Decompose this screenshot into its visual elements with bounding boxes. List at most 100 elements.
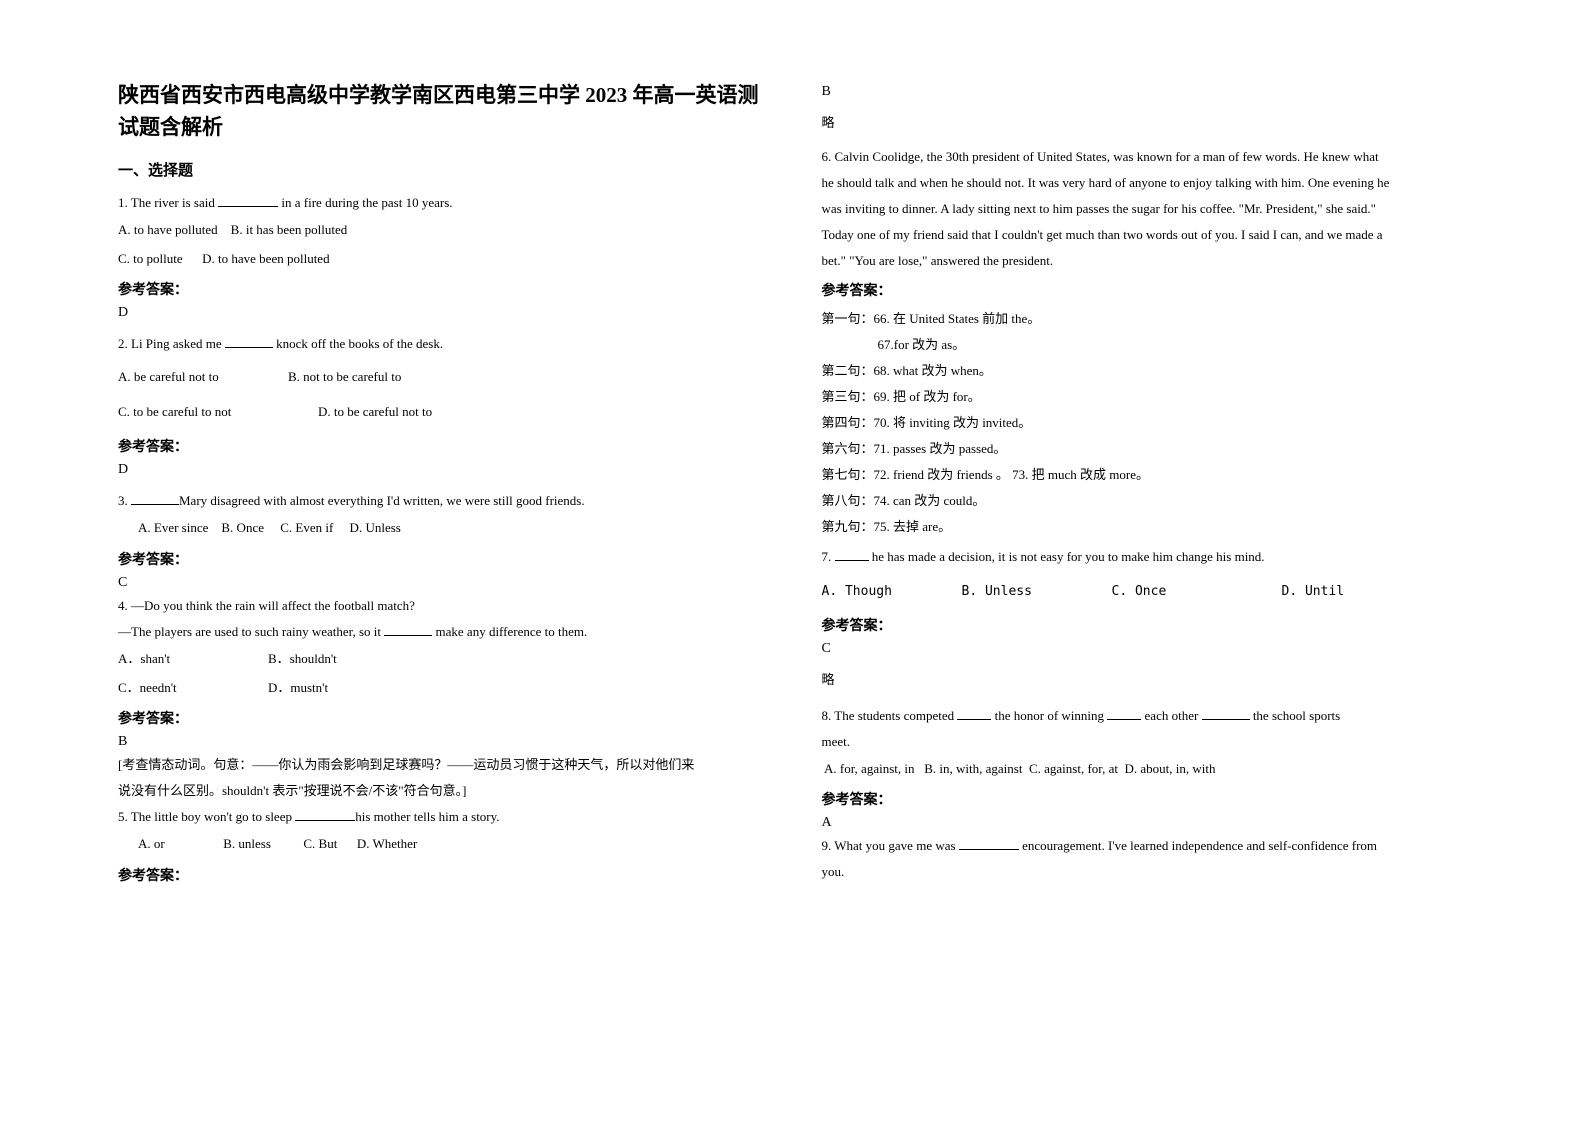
q6-a4: 第四句：70. 将 inviting 改为 invited。 [822,410,1470,436]
q8-l1b: the honor of winning [991,708,1107,723]
page: 陕西省西安市西电高级中学教学南区西电第三中学 2023 年高一英语测试题含解析 … [0,0,1587,1122]
q2-ans: D [118,462,766,478]
q8-ans: A [822,815,1470,831]
q4-options-row2: C．needn'tD．mustn't [118,674,766,703]
blank [218,194,278,207]
q7-ans: C [822,641,1470,657]
q6-p2: he should talk and when he should not. I… [822,170,1470,196]
q4-ans-label: 参考答案： [118,708,766,728]
document-title: 陕西省西安市西电高级中学教学南区西电第三中学 2023 年高一英语测试题含解析 [118,80,766,143]
q2-opt-a: A. be careful not to [118,363,288,392]
q4-note1: [考查情态动词。句意：——你认为雨会影响到足球赛吗？——运动员习惯于这种天气，所… [118,752,766,778]
q7-stem: 7. he has made a decision, it is not eas… [822,544,1470,570]
q4-line2: —The players are used to such rainy weat… [118,619,766,645]
q7-opt-d: D. Until [1282,578,1345,607]
blank [225,336,273,349]
q6-p5: bet." "You are lose," answered the presi… [822,248,1470,274]
q5-stem: 5. The little boy won't go to sleep his … [118,804,766,830]
q2-options-row2: C. to be careful to notD. to be careful … [118,398,766,427]
q6-ans-label: 参考答案： [822,280,1470,300]
right-column: B 略 6. Calvin Coolidge, the 30th preside… [794,80,1488,1082]
q4-opt-d: D．mustn't [268,680,328,695]
q4-opt-a: A．shan't [118,645,268,674]
q5-ans-label: 参考答案： [118,865,766,885]
q6-a7: 第八句：74. can 改为 could。 [822,488,1470,514]
q6-p1: 6. Calvin Coolidge, the 30th president o… [822,144,1470,170]
q1-options-row1: A. to have polluted B. it has been pollu… [118,216,766,245]
q7-opt-c: C. Once [1112,578,1282,607]
blank [959,838,1019,851]
q5-note: 略 [822,110,1470,136]
q8-l1c: each other [1141,708,1201,723]
q6-a1b: 67.for 改为 as。 [822,332,1470,358]
q4-l2a: —The players are used to such rainy weat… [118,624,384,639]
q2-opt-d: D. to be careful not to [318,404,432,419]
q8-l1a: 8. The students competed [822,708,958,723]
q5-ans: B [822,84,1470,100]
q3-stem-b: Mary disagreed with almost everything I'… [179,493,585,508]
q2-ans-label: 参考答案： [118,436,766,456]
q6-a1: 第一句：66. 在 United States 前加 the。 [822,306,1470,332]
q3-stem: 3. Mary disagreed with almost everything… [118,488,766,514]
q7-options: A. ThoughB. UnlessC. OnceD. Until [822,578,1470,607]
q5-options: A. or B. unless C. But D. Whether [118,830,766,859]
q2-opt-c: C. to be careful to not [118,398,318,427]
q8-l1d: the school sports [1250,708,1341,723]
q1-ans-label: 参考答案： [118,279,766,299]
q1-stem: 1. The river is said in a fire during th… [118,190,766,216]
q1-opt-b: B. it has been polluted [231,222,348,237]
q5-stem-a: 5. The little boy won't go to sleep [118,809,295,824]
q3-ans-label: 参考答案： [118,549,766,569]
q6-a5: 第六句：71. passes 改为 passed。 [822,436,1470,462]
q1-opt-a: A. to have polluted [118,222,218,237]
q1-opt-d: D. to have been polluted [202,251,329,266]
blank [1107,707,1141,720]
q9-l1b: encouragement. I've learned independence… [1019,838,1377,853]
q8-line2: meet. [822,729,1470,755]
q7-ans-label: 参考答案： [822,615,1470,635]
q2-options-row1: A. be careful not toB. not to be careful… [118,363,766,392]
q6-p4: Today one of my friend said that I could… [822,222,1470,248]
left-column: 陕西省西安市西电高级中学教学南区西电第三中学 2023 年高一英语测试题含解析 … [100,80,794,1082]
section-1-heading: 一、选择题 [118,159,766,180]
q3-stem-a: 3. [118,493,131,508]
q8-options: A. for, against, in B. in, with, against… [822,755,1470,784]
q2-stem: 2. Li Ping asked me knock off the books … [118,331,766,357]
blank [835,548,869,561]
q5-stem-b: his mother tells him a story. [355,809,499,824]
q4-l2b: make any difference to them. [432,624,587,639]
q7-note: 略 [822,667,1470,693]
q1-opt-c: C. to pollute [118,251,183,266]
blank [131,493,179,506]
q2-stem-a: 2. Li Ping asked me [118,336,225,351]
q6-a8: 第九句：75. 去掉 are。 [822,514,1470,540]
q6-a6: 第七句：72. friend 改为 friends 。 73. 把 much 改… [822,462,1470,488]
q9-line2: you. [822,859,1470,885]
q1-stem-b: in a fire during the past 10 years. [278,195,452,210]
blank [295,808,355,821]
q4-line1: 4. —Do you think the rain will affect th… [118,593,766,619]
q9-l1a: 9. What you gave me was [822,838,959,853]
q6-p3: was inviting to dinner. A lady sitting n… [822,196,1470,222]
q7-stem-b: he has made a decision, it is not easy f… [869,549,1265,564]
q9-line1: 9. What you gave me was encouragement. I… [822,833,1470,859]
q6-a3: 第三句：69. 把 of 改为 for。 [822,384,1470,410]
q7-opt-a: A. Though [822,578,962,607]
q2-stem-b: knock off the books of the desk. [273,336,443,351]
q4-opt-c: C．needn't [118,674,268,703]
blank [1202,707,1250,720]
q4-ans: B [118,734,766,750]
q3-options: A. Ever since B. Once C. Even if D. Unle… [118,514,766,543]
q7-stem-a: 7. [822,549,835,564]
q8-ans-label: 参考答案： [822,789,1470,809]
q4-options-row1: A．shan'tB．shouldn't [118,645,766,674]
q1-stem-a: 1. The river is said [118,195,218,210]
q3-ans: C [118,575,766,591]
q1-options-row2: C. to pollute D. to have been polluted [118,245,766,274]
q7-opt-b: B. Unless [962,578,1112,607]
q4-note2: 说没有什么区别。shouldn't 表示"按理说不会/不该"符合句意。] [118,778,766,804]
blank [957,707,991,720]
blank [384,623,432,636]
q8-line1: 8. The students competed the honor of wi… [822,703,1470,729]
q1-ans: D [118,305,766,321]
